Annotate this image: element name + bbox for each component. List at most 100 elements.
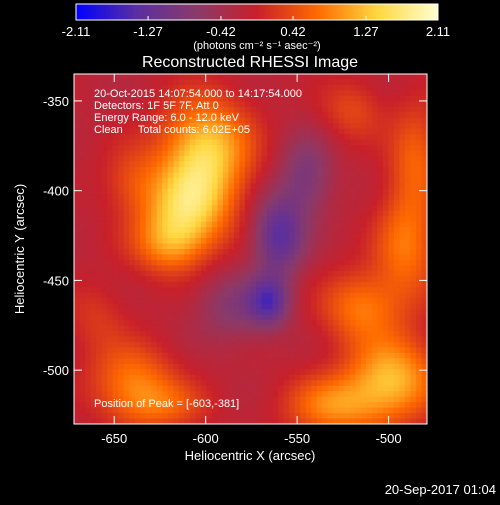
heatmap-cell	[244, 265, 252, 272]
heatmap-cell	[233, 128, 241, 135]
heatmap-cell	[178, 358, 185, 365]
heatmap-cell	[228, 281, 235, 288]
heatmap-cell	[267, 281, 274, 288]
heatmap-cell	[112, 303, 119, 310]
heatmap-cell	[178, 84, 185, 92]
heatmap-cell	[316, 243, 323, 250]
heatmap-cell	[327, 188, 334, 195]
heatmap-cell	[360, 369, 367, 376]
heatmap-cell	[283, 117, 290, 124]
heatmap-cell	[355, 413, 362, 420]
heatmap-cell	[118, 123, 125, 130]
heatmap-cell	[371, 341, 378, 349]
heatmap-cell	[239, 391, 246, 398]
heatmap-cell	[388, 418, 395, 424]
heatmap-cell	[222, 249, 230, 256]
heatmap-cell	[79, 166, 86, 174]
heatmap-cell	[239, 90, 246, 97]
heatmap-cell	[371, 298, 378, 305]
heatmap-cell	[162, 227, 169, 234]
heatmap-cell	[300, 369, 307, 376]
heatmap-cell	[316, 156, 323, 163]
heatmap-cell	[134, 418, 141, 424]
heatmap-cell	[244, 134, 252, 141]
heatmap-cell	[162, 298, 169, 305]
heatmap-cell	[189, 309, 196, 316]
heatmap-cell	[300, 380, 307, 387]
heatmap-cell	[338, 352, 345, 359]
heatmap-cell	[371, 177, 378, 184]
heatmap-cell	[366, 265, 373, 272]
heatmap-cell	[272, 396, 279, 403]
heatmap-cell	[178, 183, 185, 190]
heatmap-cell	[421, 407, 427, 414]
heatmap-cell	[289, 199, 296, 206]
heatmap-cell	[267, 270, 274, 277]
heatmap-cell	[96, 161, 103, 168]
heatmap-cell	[244, 336, 252, 343]
heatmap-cell	[200, 407, 207, 414]
heatmap-cell	[184, 347, 191, 354]
heatmap-cell	[333, 139, 340, 146]
heatmap-cell	[167, 402, 174, 409]
heatmap-cell	[74, 194, 81, 201]
heatmap-cell	[189, 325, 196, 332]
heatmap-cell	[366, 347, 373, 354]
heatmap-cell	[118, 238, 125, 245]
heatmap-cell	[272, 95, 279, 102]
heatmap-cell	[404, 325, 412, 332]
heatmap-cell	[211, 276, 219, 283]
heatmap-cell	[410, 123, 417, 130]
heatmap-cell	[118, 336, 125, 343]
heatmap-cell	[382, 216, 389, 223]
heatmap-cell	[333, 101, 340, 108]
heatmap-cell	[289, 292, 296, 299]
heatmap-cell	[316, 369, 323, 376]
heatmap-cell	[200, 183, 207, 190]
heatmap-cell	[267, 205, 274, 212]
heatmap-cell	[300, 287, 307, 294]
heatmap-cell	[415, 106, 423, 113]
heatmap-cell	[272, 216, 279, 223]
heatmap-cell	[96, 128, 103, 135]
heatmap-cell	[156, 325, 163, 332]
heatmap-cell	[377, 358, 384, 365]
heatmap-cell	[333, 177, 340, 184]
heatmap-cell	[233, 281, 241, 288]
heatmap-cell	[278, 270, 285, 277]
heatmap-cell	[360, 74, 367, 81]
heatmap-cell	[184, 101, 191, 108]
heatmap-cell	[195, 150, 202, 157]
heatmap-cell	[267, 374, 274, 381]
heatmap-cell	[140, 177, 147, 184]
heatmap-cell	[256, 303, 263, 310]
heatmap-cell	[107, 331, 114, 338]
heatmap-cell	[184, 161, 191, 168]
heatmap-cell	[344, 385, 351, 392]
heatmap-cell	[388, 128, 395, 135]
heatmap-cell	[244, 145, 252, 152]
heatmap-cell	[228, 128, 235, 135]
heatmap-cell	[74, 309, 81, 316]
heatmap-cell	[399, 183, 406, 190]
heatmap-cell	[393, 325, 401, 332]
heatmap-cell	[162, 183, 169, 190]
heatmap-cell	[145, 276, 152, 283]
heatmap-cell	[96, 276, 103, 283]
heatmap-cell	[294, 112, 301, 119]
heatmap-cell	[151, 128, 158, 135]
heatmap-cell	[294, 188, 301, 195]
heatmap-cell	[349, 249, 356, 256]
heatmap-cell	[134, 265, 141, 272]
heatmap-cell	[217, 238, 224, 245]
heatmap-cell	[278, 385, 285, 392]
heatmap-cell	[349, 216, 356, 223]
heatmap-cell	[233, 90, 241, 97]
heatmap-cell	[195, 352, 202, 359]
heatmap-cell	[79, 369, 86, 376]
heatmap-cell	[222, 95, 230, 102]
heatmap-cell	[244, 172, 252, 179]
heatmap-cell	[156, 150, 163, 157]
heatmap-cell	[393, 347, 401, 354]
heatmap-cell	[118, 205, 125, 212]
